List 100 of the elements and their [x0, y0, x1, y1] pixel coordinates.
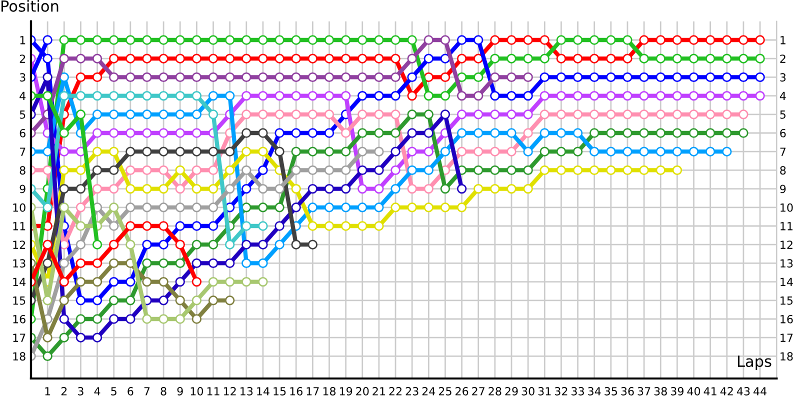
point [656, 146, 666, 156]
point [688, 146, 699, 156]
point [374, 90, 384, 101]
point [158, 54, 168, 64]
point [258, 276, 268, 287]
x-tick-label: 9 [177, 387, 183, 396]
y2-tick-label: 16 [780, 314, 793, 324]
point [242, 184, 252, 194]
point [76, 258, 86, 268]
point [540, 146, 550, 156]
point [208, 35, 218, 45]
point [672, 165, 682, 176]
point [390, 54, 400, 64]
point [523, 54, 533, 64]
x-tick-label: 5 [111, 387, 116, 396]
point [490, 110, 500, 120]
point [208, 54, 218, 64]
x-tick-label: 36 [621, 387, 634, 396]
y2-tick-label: 6 [780, 128, 786, 138]
point [242, 146, 252, 156]
y2-tick-label: 2 [780, 54, 786, 63]
y-tick-label: 11 [13, 222, 26, 230]
point [192, 54, 202, 64]
point [705, 110, 716, 120]
y2-tick-label: 17 [780, 334, 793, 342]
point [242, 128, 252, 138]
y2-tick-label: 3 [780, 73, 786, 82]
point [59, 128, 69, 138]
point [556, 72, 566, 82]
point [324, 128, 334, 138]
point [589, 54, 600, 64]
point [358, 110, 368, 120]
x-tick-label: 15 [274, 387, 286, 396]
point [126, 146, 136, 156]
point [308, 165, 318, 176]
point [358, 221, 368, 231]
point [108, 276, 119, 287]
point [589, 35, 600, 45]
point [523, 110, 533, 120]
point [158, 128, 168, 138]
x-tick-label: 26 [456, 387, 468, 396]
point [158, 314, 168, 324]
point [688, 128, 699, 138]
x-tick-label: 10 [190, 387, 204, 396]
point [755, 72, 765, 82]
point [474, 184, 484, 194]
point [523, 184, 533, 194]
point [374, 202, 384, 212]
point [572, 90, 583, 101]
point [158, 90, 168, 101]
point [606, 165, 616, 176]
point [722, 146, 732, 156]
point [158, 110, 168, 120]
point [556, 128, 566, 138]
point [424, 146, 434, 156]
point [59, 54, 69, 64]
point [258, 240, 268, 250]
point [374, 184, 384, 194]
point [424, 202, 434, 212]
point [59, 146, 69, 156]
point [175, 276, 185, 287]
point [208, 258, 218, 268]
point [76, 35, 86, 45]
point [456, 54, 467, 64]
point [192, 128, 202, 138]
point [158, 35, 168, 45]
point [92, 35, 102, 45]
y-tick-label: 13 [13, 259, 26, 268]
point [722, 35, 732, 45]
y2-tick-label: 9 [780, 184, 786, 194]
point [722, 54, 732, 64]
y-tick-label: 10 [13, 203, 26, 212]
point [291, 146, 301, 156]
point [59, 314, 69, 324]
point [242, 240, 252, 250]
point [258, 72, 268, 82]
point [456, 202, 467, 212]
point [76, 332, 86, 342]
point [656, 128, 666, 138]
point [291, 184, 301, 194]
point [208, 276, 218, 287]
x-axis-title: Laps [738, 356, 772, 370]
point [540, 54, 550, 64]
point [672, 110, 682, 120]
y-tick-label: 12 [13, 240, 26, 249]
point [589, 110, 600, 120]
point [92, 146, 102, 156]
point [390, 35, 400, 45]
point [258, 110, 268, 120]
point [258, 258, 268, 268]
x-tick-label: 19 [340, 387, 352, 396]
point [390, 165, 400, 176]
point [175, 35, 185, 45]
x-tick-label: 14 [257, 387, 270, 396]
point [308, 54, 318, 64]
point [92, 54, 102, 64]
point [208, 146, 218, 156]
point [523, 35, 533, 45]
x-tick-label: 29 [505, 387, 518, 396]
point [407, 184, 417, 194]
